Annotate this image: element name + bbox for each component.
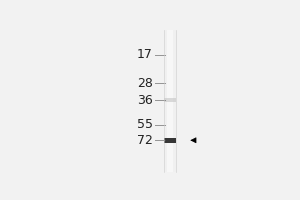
Bar	[164, 138, 176, 143]
Bar	[164, 30, 176, 172]
Text: 28: 28	[137, 77, 153, 90]
Text: 36: 36	[137, 94, 153, 107]
Bar	[164, 98, 176, 102]
Text: 72: 72	[137, 134, 153, 147]
Bar	[167, 30, 172, 172]
Text: 17: 17	[137, 48, 153, 61]
Text: 55: 55	[136, 118, 153, 131]
